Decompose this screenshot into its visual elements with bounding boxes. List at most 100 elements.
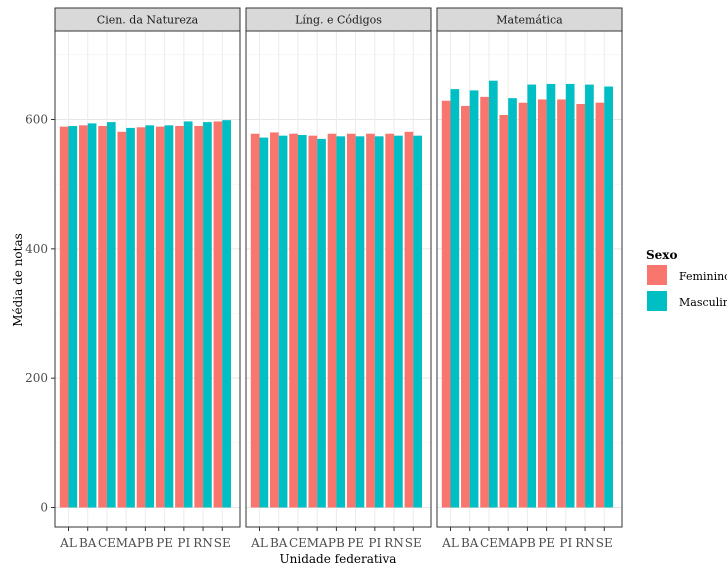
panel-border xyxy=(54,30,241,528)
x-tick-label: BA xyxy=(79,536,97,550)
bar-feminino-ce xyxy=(480,96,489,508)
bar-masculino-pb xyxy=(336,136,346,508)
x-tick-label: SE xyxy=(405,536,422,550)
x-tick-label: PI xyxy=(559,536,572,550)
y-tick-label: 600 xyxy=(25,113,48,127)
y-tick-label: 200 xyxy=(25,371,48,385)
x-tick-label: MA xyxy=(498,536,519,550)
legend: Sexo Feminino Masculino xyxy=(646,248,727,311)
facet-panel-1: Cien. da Natureza AL BA CE MA PB PE PI RN SE xyxy=(54,7,241,550)
bar-feminino-ma xyxy=(499,114,509,508)
bar-feminino-pb xyxy=(136,127,146,508)
y-tick-label: 0 xyxy=(40,501,48,515)
x-tick-label: CE xyxy=(289,536,307,550)
bar-masculino-pe xyxy=(355,136,365,508)
bar-masculino-rn xyxy=(203,122,212,508)
bar-feminino-pe xyxy=(155,126,165,508)
bar-masculino-rn xyxy=(394,135,403,508)
x-tick-label: RN xyxy=(384,536,404,550)
legend-key-masculino xyxy=(647,291,667,311)
x-tick-label: MA xyxy=(307,536,328,550)
x-tick-label: PI xyxy=(177,536,190,550)
bar-masculino-ce xyxy=(106,122,116,508)
x-tick-label: RN xyxy=(193,536,213,550)
bar-feminino-se xyxy=(213,121,223,508)
facet-panel-2: Líng. e Códigos AL BA CE MA PB PE PI RN SE xyxy=(245,7,432,550)
bar-masculino-ma xyxy=(508,98,517,508)
bar-feminino-pi xyxy=(366,133,375,508)
x-tick-label: PE xyxy=(156,536,173,550)
x-tick-label: PB xyxy=(137,536,154,550)
bar-feminino-rn xyxy=(194,125,204,508)
bar-masculino-ce xyxy=(488,80,498,508)
bar-feminino-pb xyxy=(518,102,528,508)
facet-strip-label: Cien. da Natureza xyxy=(97,14,199,27)
x-tick-label: PE xyxy=(347,536,364,550)
bar-masculino-al xyxy=(68,125,78,508)
facet-panel-3: Matemática AL BA CE MA PB PE PI RN SE xyxy=(436,7,623,550)
x-tick-label: AL xyxy=(250,536,268,550)
x-tick-label: PB xyxy=(519,536,536,550)
x-tick-label: AL xyxy=(59,536,77,550)
x-tick-label: PE xyxy=(538,536,555,550)
x-tick-label: AL xyxy=(441,536,459,550)
legend-key-feminino xyxy=(647,265,667,285)
bar-feminino-ba xyxy=(79,125,88,508)
bar-masculino-se xyxy=(413,135,422,508)
bar-masculino-pi xyxy=(565,83,575,508)
bar-masculino-ma xyxy=(126,127,135,508)
x-tick-label: SE xyxy=(214,536,231,550)
y-axis-title: Média de notas xyxy=(11,233,25,327)
x-tick-label: BA xyxy=(270,536,288,550)
y-axis: 0 200 400 600 xyxy=(25,113,55,515)
bar-masculino-se xyxy=(604,86,613,508)
bar-masculino-ba xyxy=(87,123,97,508)
bar-feminino-pi xyxy=(175,125,184,508)
x-tick-label: PI xyxy=(368,536,381,550)
legend-label-feminino: Feminino xyxy=(679,270,727,283)
facet-strip-label: Matemática xyxy=(496,14,563,27)
bar-masculino-ba xyxy=(278,135,288,508)
bar-feminino-rn xyxy=(385,133,395,508)
bar-masculino-ma xyxy=(317,138,326,508)
bar-masculino-se xyxy=(222,120,231,508)
bar-masculino-pi xyxy=(374,136,384,508)
x-tick-label: BA xyxy=(461,536,479,550)
panel-border xyxy=(436,30,623,528)
bar-feminino-rn xyxy=(576,103,586,508)
bar-masculino-al xyxy=(450,89,460,508)
x-tick-label: RN xyxy=(575,536,595,550)
bar-feminino-al xyxy=(59,126,69,508)
bar-masculino-pi xyxy=(183,121,193,508)
bar-feminino-ma xyxy=(308,135,318,508)
y-tick-label: 400 xyxy=(25,242,48,256)
bar-masculino-rn xyxy=(585,84,594,508)
facet-strip-label: Líng. e Códigos xyxy=(295,14,382,27)
bar-masculino-pb xyxy=(527,84,537,508)
bar-feminino-pe xyxy=(537,99,547,508)
x-axis-title: Unidade federativa xyxy=(280,552,397,566)
bar-feminino-pi xyxy=(557,99,566,508)
x-tick-label: SE xyxy=(596,536,613,550)
legend-title: Sexo xyxy=(646,248,677,262)
bar-feminino-ce xyxy=(98,125,107,508)
x-tick-label: PB xyxy=(328,536,345,550)
x-tick-label: CE xyxy=(98,536,116,550)
x-tick-label: CE xyxy=(480,536,498,550)
bar-feminino-ma xyxy=(117,131,127,508)
panel-border xyxy=(245,30,432,528)
bar-feminino-se xyxy=(404,131,414,508)
bar-masculino-ce xyxy=(297,135,307,508)
x-tick-label: MA xyxy=(116,536,137,550)
bar-masculino-pe xyxy=(546,83,556,508)
legend-label-masculino: Masculino xyxy=(679,296,727,309)
bar-feminino-ce xyxy=(289,133,298,508)
bar-feminino-pe xyxy=(346,133,356,508)
bar-masculino-al xyxy=(259,137,269,508)
bar-feminino-al xyxy=(441,100,451,508)
bar-feminino-se xyxy=(595,102,605,508)
bar-masculino-pe xyxy=(164,125,174,508)
bar-feminino-ba xyxy=(270,132,279,508)
